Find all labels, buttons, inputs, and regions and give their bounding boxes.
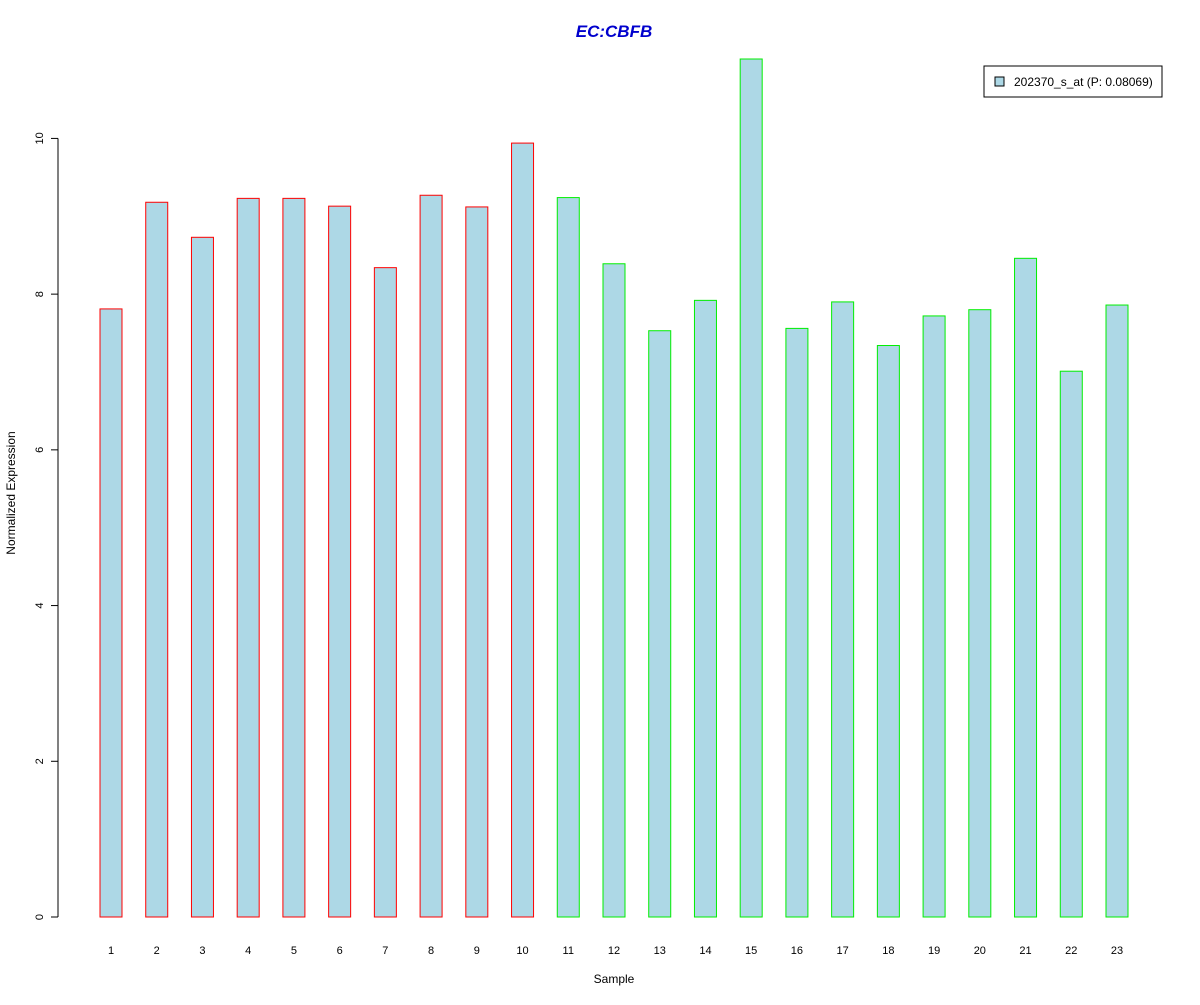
x-tick-label: 5 <box>291 945 297 957</box>
bar-sample-22 <box>1059 370 1083 918</box>
x-tick-label: 13 <box>654 945 666 957</box>
x-tick-label: 22 <box>1065 945 1077 957</box>
bar-sample-21 <box>1014 257 1038 918</box>
bar-sample-23 <box>1105 304 1129 918</box>
x-axis-tick-labels: 1 2 3 4 5 6 7 8 9 10 11 12 13 14 15 16 17 18 19 20 21 22 23 <box>108 945 1123 957</box>
chart-title: EC:CBFB <box>576 22 653 41</box>
legend-box <box>983 65 1163 98</box>
x-tick-label: 15 <box>745 945 757 957</box>
bar-sample-16 <box>785 327 809 918</box>
x-tick-label: 4 <box>245 945 251 957</box>
y-tick-label: 2 <box>34 758 46 764</box>
y-tick-label: 8 <box>34 291 46 297</box>
bar-sample-10 <box>511 142 535 918</box>
legend-label: 202370_s_at (P: 0.08069) <box>1014 75 1153 89</box>
legend-swatch <box>994 76 1005 87</box>
bar-sample-7 <box>373 267 397 918</box>
x-tick-label: 11 <box>563 945 574 957</box>
bar-sample-8 <box>419 194 443 918</box>
x-tick-label: 8 <box>428 945 434 957</box>
bar-sample-15 <box>739 58 763 918</box>
bar-sample-13 <box>648 330 672 918</box>
x-tick-label: 7 <box>382 945 388 957</box>
bar-sample-9 <box>465 206 489 918</box>
bar-sample-3 <box>190 236 214 918</box>
y-tick-label: 10 <box>34 132 46 144</box>
x-tick-label: 16 <box>791 945 803 957</box>
x-tick-label: 21 <box>1019 945 1031 957</box>
x-tick-label: 3 <box>199 945 205 957</box>
x-tick-label: 2 <box>154 945 160 957</box>
x-tick-label: 6 <box>337 945 343 957</box>
bar-sample-4 <box>236 197 260 918</box>
x-tick-label: 1 <box>108 945 114 957</box>
legend: 202370_s_at (P: 0.08069) <box>983 65 1163 98</box>
bar-sample-19 <box>922 315 946 918</box>
bar-sample-1 <box>99 308 123 918</box>
x-tick-label: 14 <box>699 945 711 957</box>
bar-sample-12 <box>602 263 626 918</box>
bar-series <box>99 58 1129 918</box>
bar-sample-18 <box>876 345 900 918</box>
bar-sample-11 <box>556 197 580 918</box>
y-tick-label: 4 <box>34 603 46 609</box>
x-tick-label: 23 <box>1111 945 1123 957</box>
x-tick-label: 17 <box>837 945 849 957</box>
x-tick-label: 19 <box>928 945 940 957</box>
bar-sample-2 <box>145 201 169 918</box>
bar-sample-17 <box>831 301 855 918</box>
y-tick-label: 6 <box>34 447 46 453</box>
x-tick-label: 18 <box>882 945 894 957</box>
x-axis-label: Sample <box>594 972 635 986</box>
bar-sample-6 <box>328 205 352 918</box>
bar-sample-5 <box>282 197 306 918</box>
bar-sample-20 <box>968 309 992 918</box>
x-tick-label: 12 <box>608 945 620 957</box>
x-tick-label: 20 <box>974 945 986 957</box>
x-tick-label: 9 <box>474 945 480 957</box>
y-tick-label: 0 <box>34 914 46 920</box>
y-axis-label: Normalized Expression <box>4 431 18 554</box>
bar-sample-14 <box>693 299 717 918</box>
y-axis: 0 2 4 6 8 10 <box>34 132 59 920</box>
x-tick-label: 10 <box>516 945 528 957</box>
